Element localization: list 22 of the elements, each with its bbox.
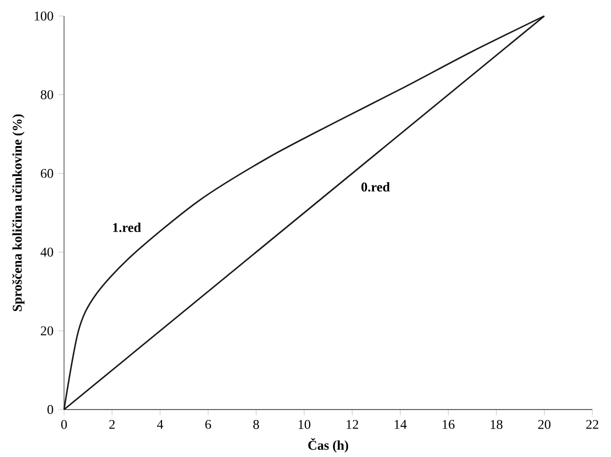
x-axis-title: Čas (h) bbox=[308, 438, 348, 453]
y-tick-label: 0 bbox=[47, 405, 54, 414]
series-label: 1.red bbox=[113, 222, 141, 232]
y-axis-title: Sproščena količina učinkovine (%) bbox=[12, 114, 24, 312]
y-tick-label: 80 bbox=[40, 90, 54, 100]
x-tick-label: 4 bbox=[157, 420, 164, 429]
x-tick-label: 18 bbox=[490, 420, 502, 429]
y-tick-label: 40 bbox=[40, 248, 54, 257]
y-tick-label: 20 bbox=[40, 326, 54, 336]
x-tick-label: 8 bbox=[253, 420, 259, 429]
x-tick-label: 2 bbox=[109, 420, 115, 429]
x-tick-label: 10 bbox=[298, 420, 310, 429]
y-tick-label: 100 bbox=[34, 12, 54, 21]
x-tick-label: 20 bbox=[538, 420, 550, 429]
x-tick-label: 6 bbox=[205, 420, 212, 429]
x-tick-label: 22 bbox=[586, 420, 598, 429]
x-tick-label: 16 bbox=[442, 420, 455, 429]
x-tick-label: 0 bbox=[61, 420, 67, 429]
x-tick-label: 14 bbox=[394, 420, 407, 429]
x-tick-label: 12 bbox=[346, 420, 358, 429]
series-label: 0.red bbox=[361, 182, 390, 192]
y-tick-label: 60 bbox=[40, 168, 54, 178]
